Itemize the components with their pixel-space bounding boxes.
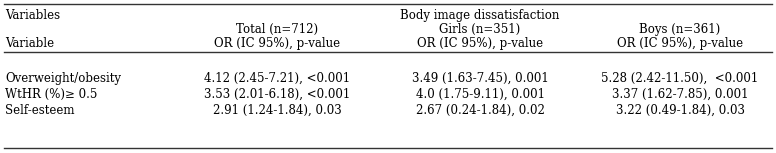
Text: 3.22 (0.49-1.84), 0.03: 3.22 (0.49-1.84), 0.03 bbox=[615, 104, 744, 117]
Text: 3.37 (1.62-7.85), 0.001: 3.37 (1.62-7.85), 0.001 bbox=[611, 88, 748, 101]
Text: WtHR (%)≥ 0.5: WtHR (%)≥ 0.5 bbox=[5, 88, 97, 101]
Text: Variable: Variable bbox=[5, 37, 54, 50]
Text: 2.67 (0.24-1.84), 0.02: 2.67 (0.24-1.84), 0.02 bbox=[416, 104, 545, 117]
Text: Self-esteem: Self-esteem bbox=[5, 104, 74, 117]
Text: OR (IC 95%), p-value: OR (IC 95%), p-value bbox=[617, 37, 743, 50]
Text: Total (n=712): Total (n=712) bbox=[236, 23, 318, 36]
Text: 4.12 (2.45-7.21), <0.001: 4.12 (2.45-7.21), <0.001 bbox=[204, 72, 350, 85]
Text: Overweight/obesity: Overweight/obesity bbox=[5, 72, 121, 85]
Text: Body image dissatisfaction: Body image dissatisfaction bbox=[400, 9, 559, 22]
Text: OR (IC 95%), p-value: OR (IC 95%), p-value bbox=[417, 37, 543, 50]
Text: 5.28 (2.42-11.50),  <0.001: 5.28 (2.42-11.50), <0.001 bbox=[601, 72, 759, 85]
Text: 3.49 (1.63-7.45), 0.001: 3.49 (1.63-7.45), 0.001 bbox=[411, 72, 549, 85]
Text: OR (IC 95%), p-value: OR (IC 95%), p-value bbox=[214, 37, 340, 50]
Text: Girls (n=351): Girls (n=351) bbox=[439, 23, 521, 36]
Text: 3.53 (2.01-6.18), <0.001: 3.53 (2.01-6.18), <0.001 bbox=[204, 88, 350, 101]
Text: Boys (n=361): Boys (n=361) bbox=[639, 23, 721, 36]
Text: 2.91 (1.24-1.84), 0.03: 2.91 (1.24-1.84), 0.03 bbox=[213, 104, 341, 117]
Text: Variables: Variables bbox=[5, 9, 60, 22]
Text: 4.0 (1.75-9.11), 0.001: 4.0 (1.75-9.11), 0.001 bbox=[415, 88, 545, 101]
